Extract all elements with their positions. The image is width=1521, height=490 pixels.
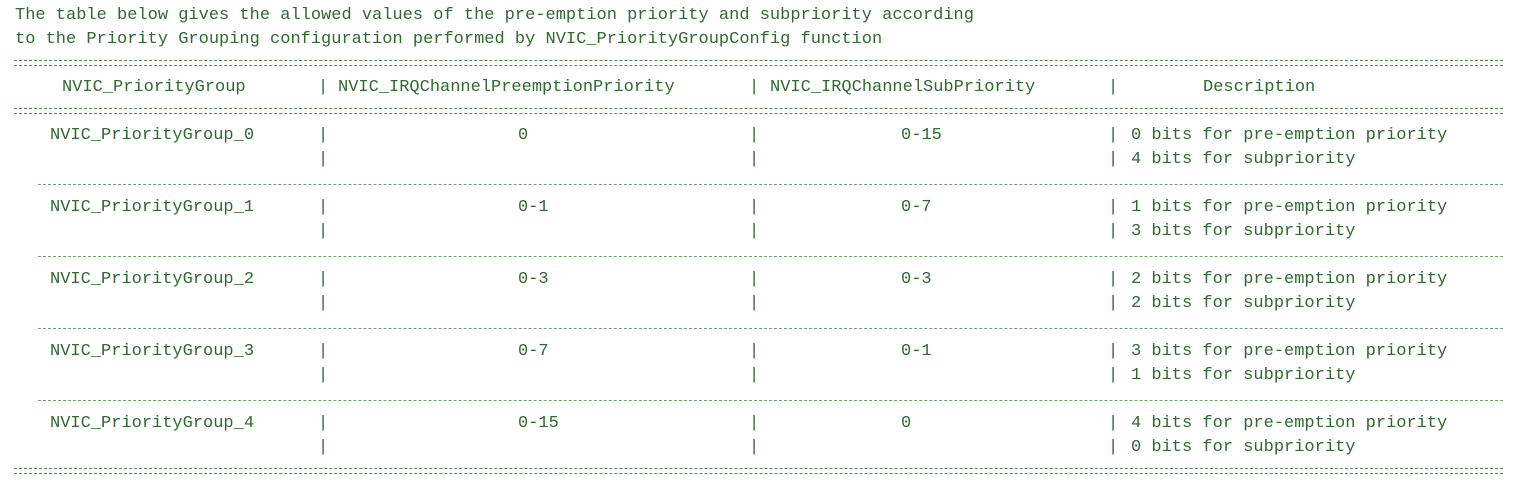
row-separator: | (749, 126, 760, 145)
row-preemption-value: 0 (518, 126, 529, 145)
row-separator: | (749, 294, 760, 313)
row-separator: | (1108, 222, 1119, 241)
row-divider (38, 328, 1503, 329)
header-sub-priority: NVIC_IRQChannelSubPriority (770, 78, 1036, 97)
row-separator: | (749, 342, 760, 361)
row-description-line-2: 4 bits for subpriority (1131, 150, 1356, 169)
row-divider (38, 184, 1503, 185)
row-separator: | (749, 366, 760, 385)
header-description: Description (1203, 78, 1316, 97)
header-separator: | (749, 78, 760, 97)
intro-line-1: The table below gives the allowed values… (15, 6, 974, 25)
row-separator: | (318, 414, 329, 433)
row-separator: | (1108, 342, 1119, 361)
header-separator: | (318, 78, 329, 97)
row-separator: | (1108, 150, 1119, 169)
row-description-line-2: 0 bits for subpriority (1131, 438, 1356, 457)
header-preemption-priority: NVIC_IRQChannelPreemptionPriority (338, 78, 675, 97)
header-separator: | (1108, 78, 1119, 97)
row-priority-group: NVIC_PriorityGroup_4 (50, 414, 255, 433)
row-separator: | (318, 342, 329, 361)
row-description-line-1: 0 bits for pre-emption priority (1131, 126, 1448, 145)
row-separator: | (1108, 366, 1119, 385)
row-separator: | (749, 150, 760, 169)
row-divider (38, 256, 1503, 257)
row-separator: | (318, 126, 329, 145)
row-description-line-1: 1 bits for pre-emption priority (1131, 198, 1448, 217)
row-separator: | (1108, 126, 1119, 145)
header-priority-group: NVIC_PriorityGroup (62, 78, 246, 97)
row-preemption-value: 0-1 (518, 198, 549, 217)
row-separator: | (749, 438, 760, 457)
row-sub-value: 0 (901, 414, 912, 433)
row-sub-value: 0-15 (901, 126, 942, 145)
table-header-rule (14, 108, 1503, 114)
intro-line-2: to the Priority Grouping configuration p… (15, 30, 883, 49)
row-preemption-value: 0-15 (518, 414, 559, 433)
row-separator: | (318, 198, 329, 217)
table-bottom-rule (14, 468, 1503, 474)
row-description-line-2: 2 bits for subpriority (1131, 294, 1356, 313)
row-separator: | (318, 366, 329, 385)
row-description-line-2: 3 bits for subpriority (1131, 222, 1356, 241)
row-priority-group: NVIC_PriorityGroup_3 (50, 342, 255, 361)
row-separator: | (318, 222, 329, 241)
row-preemption-value: 0-3 (518, 270, 549, 289)
row-separator: | (318, 270, 329, 289)
row-separator: | (1108, 198, 1119, 217)
row-separator: | (749, 222, 760, 241)
table-top-rule (14, 60, 1503, 66)
row-separator: | (749, 198, 760, 217)
row-sub-value: 0-1 (901, 342, 932, 361)
row-description-line-2: 1 bits for subpriority (1131, 366, 1356, 385)
row-preemption-value: 0-7 (518, 342, 549, 361)
row-separator: | (749, 270, 760, 289)
row-priority-group: NVIC_PriorityGroup_1 (50, 198, 255, 217)
row-description-line-1: 2 bits for pre-emption priority (1131, 270, 1448, 289)
row-separator: | (318, 150, 329, 169)
row-sub-value: 0-7 (901, 198, 932, 217)
row-priority-group: NVIC_PriorityGroup_0 (50, 126, 255, 145)
row-description-line-1: 3 bits for pre-emption priority (1131, 342, 1448, 361)
row-priority-group: NVIC_PriorityGroup_2 (50, 270, 255, 289)
row-separator: | (318, 294, 329, 313)
row-separator: | (318, 438, 329, 457)
row-sub-value: 0-3 (901, 270, 932, 289)
row-separator: | (749, 414, 760, 433)
row-description-line-1: 4 bits for pre-emption priority (1131, 414, 1448, 433)
row-separator: | (1108, 270, 1119, 289)
row-separator: | (1108, 438, 1119, 457)
row-separator: | (1108, 294, 1119, 313)
row-divider (38, 400, 1503, 401)
row-separator: | (1108, 414, 1119, 433)
